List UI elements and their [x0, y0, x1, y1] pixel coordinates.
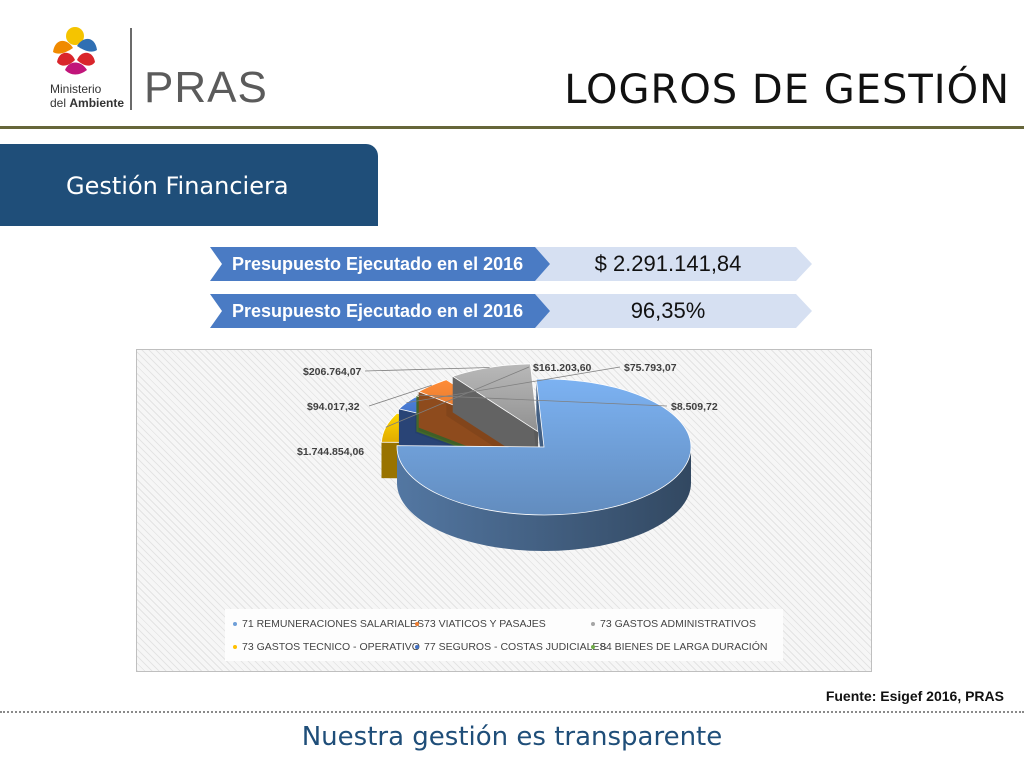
legend-item: 84 BIENES DE LARGA DURACIÓN [591, 641, 767, 653]
kpi-label: Presupuesto Ejecutado en el 2016 [232, 254, 524, 274]
pie-slice-side [397, 447, 691, 551]
footer-motto: Nuestra gestión es transparente [301, 722, 723, 752]
legend-label: 73 GASTOS ADMINISTRATIVOS [600, 618, 756, 630]
pie-leader-line [364, 367, 490, 372]
kpi-row-budget-percent: 96,35% Presupuesto Ejecutado en el 2016 [210, 294, 812, 328]
title-divider [0, 126, 1024, 129]
section-tab-label: Gestión Financiera [66, 172, 289, 200]
ministry-name-prefix: del [50, 96, 70, 110]
ministry-name-bold: Ambiente [69, 96, 125, 110]
pie-data-label: $94.017,32 [307, 401, 360, 413]
legend-swatch [415, 622, 419, 627]
ministry-emblem-icon [53, 27, 97, 75]
pie-slice [396, 378, 692, 551]
section-tab: Gestión Financiera [0, 144, 378, 226]
ministry-name-line2: del Ambiente [50, 96, 124, 110]
pie-data-label: $8.509,72 [671, 401, 718, 413]
ministry-logo: Ministerio del Ambiente PRAS [40, 22, 280, 114]
kpi-value-box: $ 2.291.141,84 [528, 247, 812, 281]
kpi-label: Presupuesto Ejecutado en el 2016 [232, 301, 524, 321]
ministry-name-line1: Ministerio [50, 82, 102, 96]
kpi-value-box: 96,35% [528, 294, 812, 328]
legend-swatch [233, 645, 237, 650]
pie-slice-wall [452, 376, 539, 468]
program-logo-text: PRAS [144, 63, 268, 112]
kpi-value: 96,35% [630, 298, 706, 323]
pie-slice-top [451, 363, 539, 433]
pie-data-label: $1.744.854,06 [297, 446, 364, 458]
footer-divider [0, 711, 1024, 713]
legend-item: 73 GASTOS TECNICO - OPERATIVO [233, 641, 420, 653]
legend-label: 73 VIATICOS Y PASAJES [424, 618, 546, 630]
legend-item: 77 SEGUROS - COSTAS JUDICIALES [415, 641, 606, 653]
pie-data-label: $161.203,60 [533, 362, 592, 374]
pie-chart-svg: $1.744.854,06 $161.203,60 $75.793,07 $8.509… [297, 362, 718, 551]
legend-label: 77 SEGUROS - COSTAS JUDICIALES [424, 641, 607, 653]
pie-leader-line [417, 394, 668, 407]
legend-swatch [591, 622, 595, 627]
legend-swatch [415, 645, 419, 650]
source-note: Fuente: Esigef 2016, PRAS [825, 688, 1004, 704]
pie-leader-line [406, 366, 621, 404]
pie-slice [451, 363, 539, 468]
kpi-row-budget-amount: $ 2.291.141,84 Presupuesto Ejecutado en … [210, 247, 812, 281]
kpi-label-box: Presupuesto Ejecutado en el 2016 [210, 247, 550, 281]
logo-divider [130, 28, 132, 110]
kpi-value: $ 2.291.141,84 [594, 251, 742, 276]
pie-data-label: $206.764,07 [303, 366, 362, 378]
legend-item: 73 VIATICOS Y PASAJES [415, 618, 546, 630]
legend-swatch [233, 622, 237, 627]
legend-label: 73 GASTOS TECNICO - OPERATIVO [242, 641, 420, 653]
legend-swatch [591, 645, 595, 650]
legend-label: 71 REMUNERACIONES SALARIALES [242, 618, 425, 630]
pie-data-label: $75.793,07 [624, 362, 677, 374]
page-title: LOGROS DE GESTIÓN [564, 67, 1010, 113]
pie-slice-top [396, 378, 692, 516]
pie-leader-line [368, 384, 432, 407]
legend-label: 84 BIENES DE LARGA DURACIÓN [600, 641, 768, 653]
legend-item: 71 REMUNERACIONES SALARIALES [233, 618, 424, 630]
chart-legend: 71 REMUNERACIONES SALARIALES 73 VIATICOS … [225, 609, 783, 661]
legend-item: 73 GASTOS ADMINISTRATIVOS [591, 618, 756, 630]
pie-chart: $1.744.854,06 $161.203,60 $75.793,07 $8.509… [136, 349, 872, 672]
kpi-label-box: Presupuesto Ejecutado en el 2016 [210, 294, 550, 328]
